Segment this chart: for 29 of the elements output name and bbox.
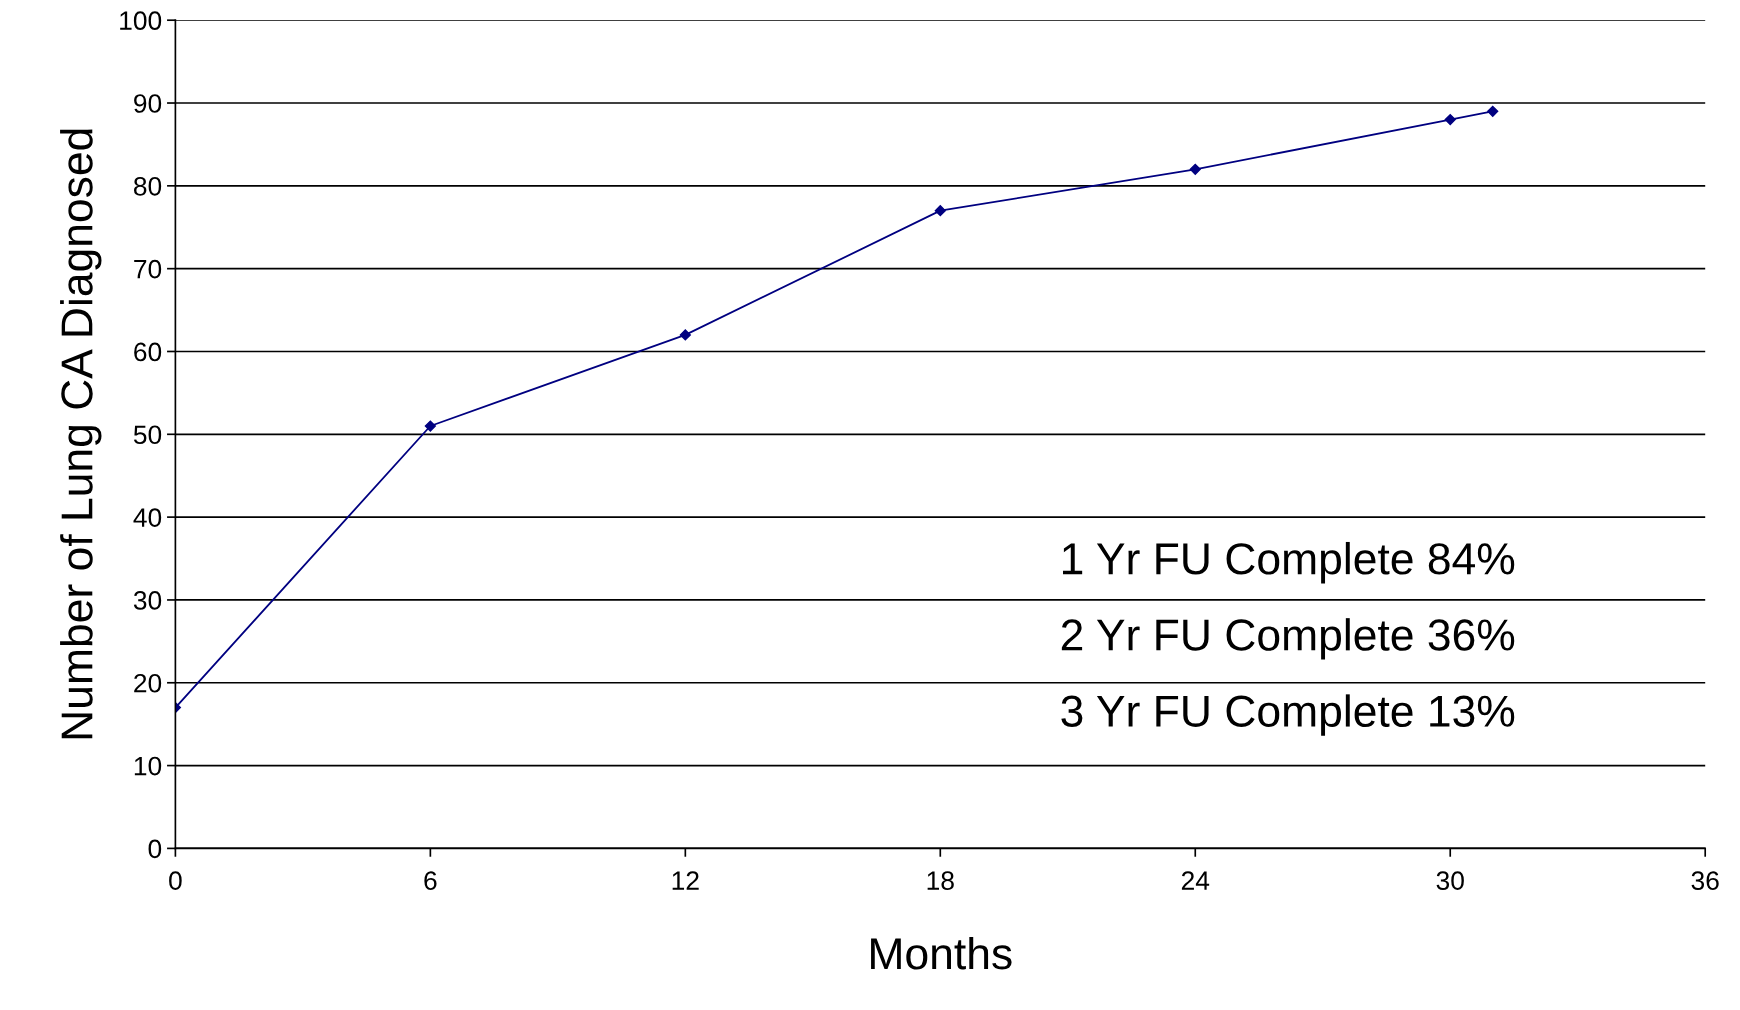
x-tick-label: 24 — [1181, 871, 1210, 890]
y-tick-label: 10 — [134, 756, 162, 776]
x-tick-label: 6 — [424, 871, 437, 891]
y-tick-label: 60 — [134, 342, 162, 362]
point — [1487, 105, 1499, 117]
y-tick-label: 50 — [133, 425, 162, 445]
annotation: 3 Yr FU Complete 13% — [1061, 694, 1515, 736]
point — [1189, 163, 1201, 175]
point — [679, 329, 691, 341]
x-tick-label: 0 — [169, 871, 182, 891]
point — [934, 205, 946, 217]
y-tick-label: 70 — [134, 259, 162, 279]
y-tick-label: 90 — [134, 94, 162, 113]
x-tick-label: 30 — [1436, 871, 1464, 891]
annotation: 2 Yr FU Complete 36% — [1061, 618, 1515, 660]
y-axis-title: Number of Lung CA Diagnosed — [60, 129, 102, 739]
x-axis-title: Months — [871, 936, 1012, 970]
y-tick-label: 100 — [120, 11, 162, 31]
y-tick-label: 20 — [134, 673, 162, 693]
point — [1444, 113, 1456, 126]
x-tick-label: 18 — [927, 871, 954, 891]
y-tick-label: 30 — [133, 591, 162, 610]
x-tick-label: 36 — [1691, 871, 1719, 891]
point — [424, 420, 436, 432]
y-tick-label: 40 — [133, 508, 162, 527]
annotation: 1 Yr FU Complete 84% — [1063, 541, 1515, 584]
y-tick-label: 0 — [148, 839, 162, 859]
x-tick-label: 12 — [672, 871, 699, 890]
y-tick-label: 80 — [133, 176, 162, 196]
